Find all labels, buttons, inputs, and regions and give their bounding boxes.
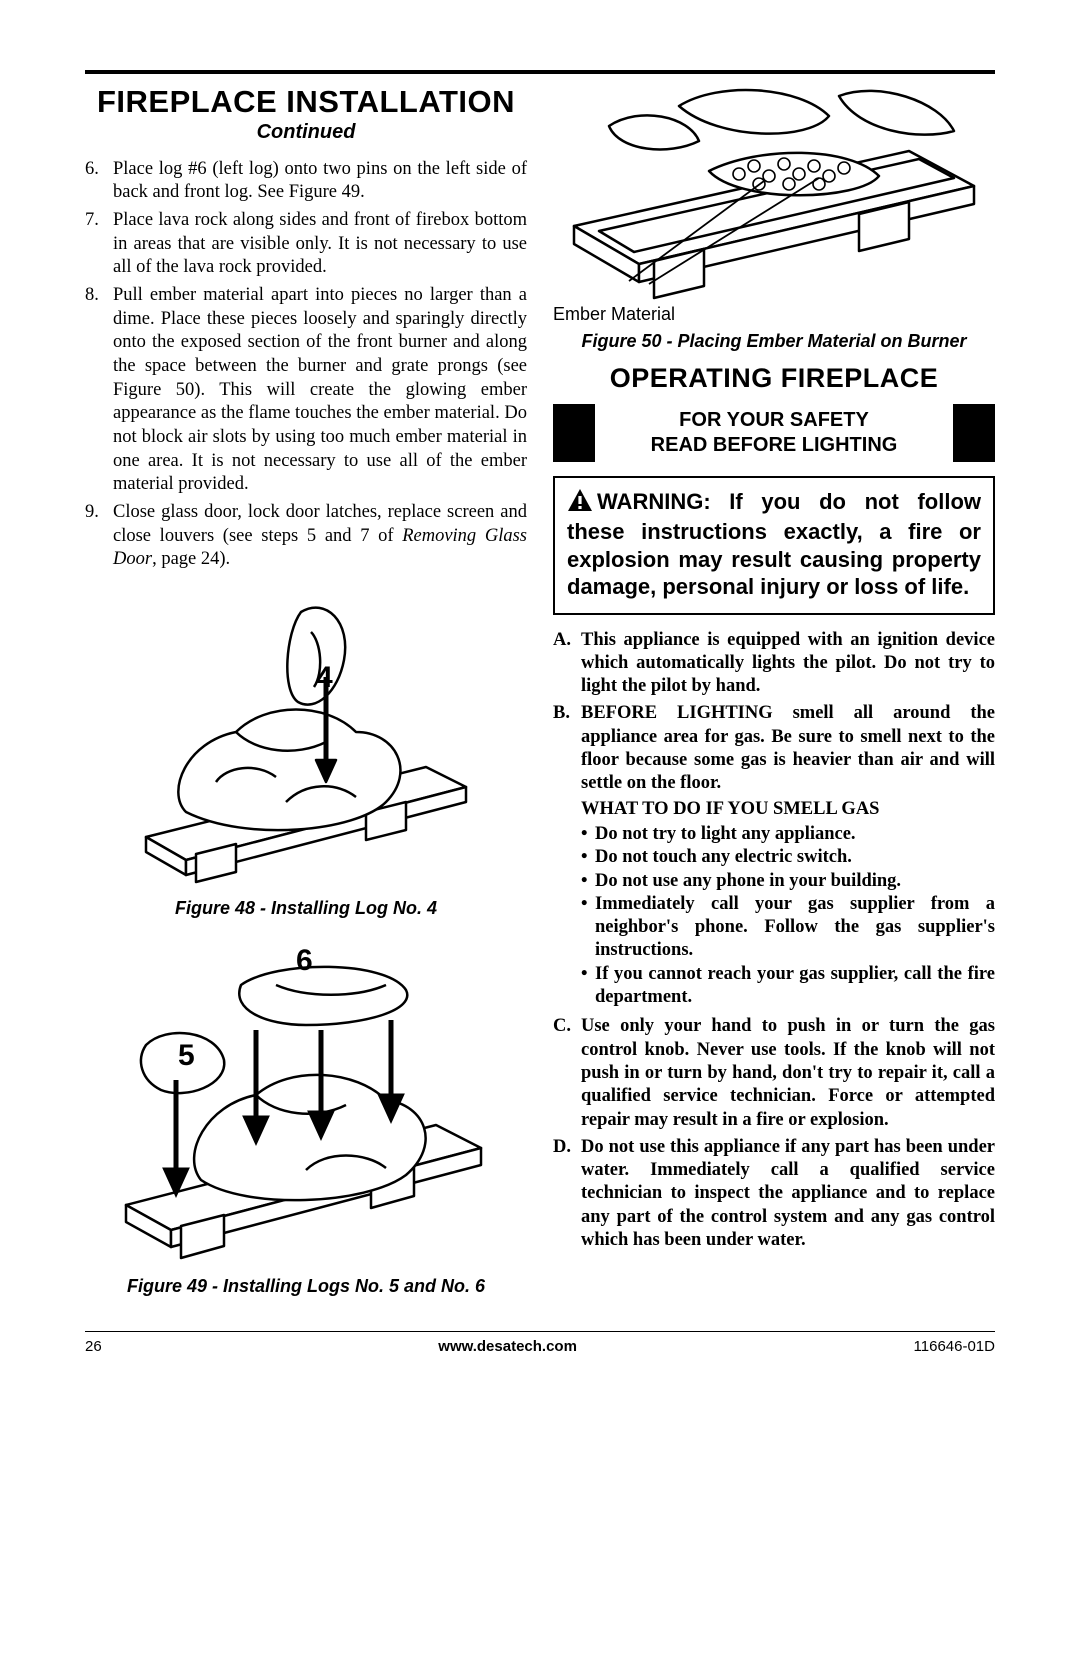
step-number: 9. — [85, 501, 113, 572]
step-text: Close glass door, lock door latches, rep… — [113, 501, 527, 572]
section-subtitle: Continued — [85, 121, 527, 144]
step-number: 6. — [85, 158, 113, 205]
step-text: Place log #6 (left log) onto two pins on… — [113, 158, 527, 205]
doc-number: 116646-01D — [914, 1338, 995, 1355]
step-text-b: , page 24). — [152, 549, 230, 569]
section-title: FIREPLACE INSTALLATION — [85, 86, 527, 119]
instruction-a: A. This appliance is equipped with an ig… — [553, 629, 995, 699]
bullet-text: If you cannot reach your gas supplier, c… — [595, 963, 995, 1010]
log-4-illustration-icon: 4 — [126, 582, 486, 892]
step-9: 9. Close glass door, lock door latches, … — [85, 501, 527, 572]
figure-48: 4 — [85, 582, 527, 892]
safety-instructions: A. This appliance is equipped with an ig… — [553, 629, 995, 1253]
page-footer: 26 www.desatech.com 116646-01D — [85, 1331, 995, 1355]
b-bullets: •Do not try to light any appliance. •Do … — [581, 823, 995, 1009]
log-number-4: 4 — [316, 661, 333, 694]
warning-triangle-icon — [567, 488, 593, 519]
bullet-dot: • — [581, 893, 595, 963]
bullet-text: Immediately call your gas supplier from … — [595, 893, 995, 963]
bullet-text: Do not use any phone in your building. — [595, 870, 901, 893]
figure-50-caption: Figure 50 - Placing Ember Material on Bu… — [553, 331, 995, 353]
ember-material-illustration-icon — [559, 86, 989, 306]
bullet-dot: • — [581, 870, 595, 893]
step-number: 8. — [85, 284, 113, 497]
instruction-text: This appliance is equipped with an ignit… — [581, 629, 995, 699]
black-block-left — [553, 404, 595, 462]
bullet-item: •Do not use any phone in your building. — [581, 870, 995, 893]
figure-50 — [553, 86, 995, 306]
bullet-item: •Immediately call your gas supplier from… — [581, 893, 995, 963]
logs-5-6-illustration-icon: 5 6 — [106, 930, 506, 1270]
log-number-6: 6 — [296, 944, 313, 977]
figure-49: 5 6 — [85, 930, 527, 1270]
safety-banner-text: FOR YOUR SAFETY READ BEFORE LIGHTING — [595, 404, 953, 462]
step-8: 8. Pull ember material apart into pieces… — [85, 284, 527, 497]
log-number-5: 5 — [178, 1039, 195, 1072]
step-7: 7. Place lava rock along sides and front… — [85, 209, 527, 280]
safety-line-1: FOR YOUR SAFETY — [603, 408, 945, 433]
right-column: Ember Material Figure 50 - Placing Ember… — [553, 86, 995, 1307]
bullet-dot: • — [581, 823, 595, 846]
letter-marker: B. — [553, 702, 581, 1011]
bullet-item: •Do not try to light any appliance. — [581, 823, 995, 846]
step-number: 7. — [85, 209, 113, 280]
letter-marker: C. — [553, 1015, 581, 1131]
bullet-item: •If you cannot reach your gas supplier, … — [581, 963, 995, 1010]
instruction-d: D. Do not use this appliance if any part… — [553, 1136, 995, 1252]
instruction-text: Do not use this appliance if any part ha… — [581, 1136, 995, 1252]
b-intro: BEFORE LIGHTING smell all around the app… — [581, 703, 995, 793]
footer-url: www.desatech.com — [438, 1338, 577, 1355]
instruction-text: Use only your hand to push in or turn th… — [581, 1015, 995, 1131]
two-column-layout: FIREPLACE INSTALLATION Continued 6. Plac… — [85, 86, 995, 1307]
instruction-text: BEFORE LIGHTING smell all around the app… — [581, 702, 995, 1011]
instruction-c: C. Use only your hand to push in or turn… — [553, 1015, 995, 1131]
letter-marker: A. — [553, 629, 581, 699]
warning-text: WARNING: If you do not follow these inst… — [567, 489, 981, 600]
step-6: 6. Place log #6 (left log) onto two pins… — [85, 158, 527, 205]
safety-line-2: READ BEFORE LIGHTING — [603, 433, 945, 458]
page-number: 26 — [85, 1338, 102, 1355]
bullet-dot: • — [581, 846, 595, 869]
operating-title: OPERATING FIREPLACE — [553, 363, 995, 394]
ember-material-label: Ember Material — [553, 304, 995, 325]
bullet-text: Do not touch any electric switch. — [595, 846, 852, 869]
figure-48-caption: Figure 48 - Installing Log No. 4 — [85, 898, 527, 920]
letter-marker: D. — [553, 1136, 581, 1252]
bullet-item: •Do not touch any electric switch. — [581, 846, 995, 869]
warning-box: WARNING: If you do not follow these inst… — [553, 476, 995, 615]
black-block-right — [953, 404, 995, 462]
step-text: Place lava rock along sides and front of… — [113, 209, 527, 280]
b-subhead: WHAT TO DO IF YOU SMELL GAS — [581, 798, 995, 821]
left-column: FIREPLACE INSTALLATION Continued 6. Plac… — [85, 86, 527, 1307]
instruction-b: B. BEFORE LIGHTING smell all around the … — [553, 702, 995, 1011]
installation-steps: 6. Place log #6 (left log) onto two pins… — [85, 158, 527, 572]
step-text: Pull ember material apart into pieces no… — [113, 284, 527, 497]
figure-49-caption: Figure 49 - Installing Logs No. 5 and No… — [85, 1276, 527, 1298]
safety-banner: FOR YOUR SAFETY READ BEFORE LIGHTING — [553, 404, 995, 462]
bullet-text: Do not try to light any appliance. — [595, 823, 856, 846]
bullet-dot: • — [581, 963, 595, 1010]
top-rule — [85, 70, 995, 74]
